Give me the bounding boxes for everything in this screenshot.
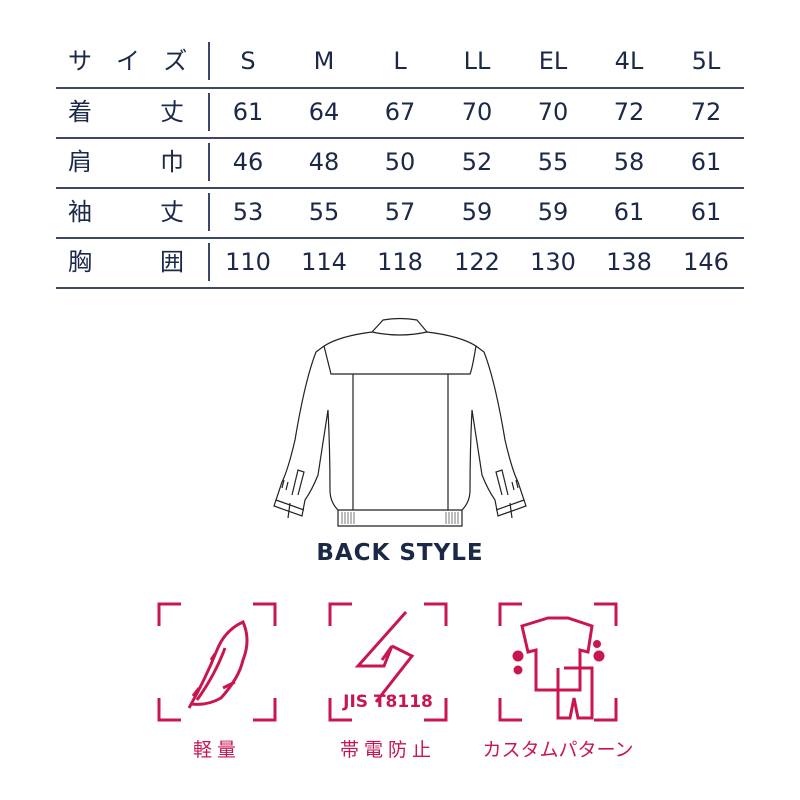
lightning-icon [354,611,415,703]
table-cell: 64 [308,98,340,126]
header-label: サイズ [68,47,212,75]
column-divider [208,42,210,80]
table-cell: 55 [537,148,569,176]
table-cell: 46 [232,148,264,176]
table-cell: 61 [690,198,722,226]
jacket-back-illustration [273,317,527,527]
feature-antistatic-badge [328,602,448,722]
table-cell: 130 [530,248,576,276]
row-label-a: 着 [68,98,92,126]
table-cell: 59 [461,198,493,226]
table-cell: 72 [690,98,722,126]
table-cell: 72 [613,98,645,126]
column-divider [208,93,210,131]
size-header: S [240,47,256,75]
size-header: EL [538,47,568,75]
column-divider [208,193,210,231]
table-cell: 61 [690,148,722,176]
table-cell: 122 [454,248,500,276]
table-cell: 59 [537,198,569,226]
table-cell: 57 [384,198,416,226]
feather-icon [187,620,249,709]
table-cell: 53 [232,198,264,226]
row-divider [56,187,744,189]
table-cell: 61 [613,198,645,226]
table-cell: 70 [537,98,569,126]
table-cell: 48 [308,148,340,176]
feature-lightweight-badge [157,602,277,722]
table-cell: 114 [301,248,347,276]
row-divider [56,137,744,139]
table-cell: 61 [232,98,264,126]
row-divider [56,87,744,89]
table-cell: 110 [225,248,271,276]
feature-custom-pattern-badge [498,602,618,722]
feature-label-custom-pattern: カスタムパターン [482,739,634,761]
row-label-a: 肩 [68,148,92,176]
row-label-b: 丈 [160,198,184,226]
table-cell: 50 [384,148,416,176]
row-label-a: 袖 [68,198,92,226]
illustration-caption: BACK STYLE [316,540,484,566]
row-label-b: 巾 [160,148,184,176]
table-cell: 52 [461,148,493,176]
feature-label-lightweight: 軽量 [192,739,241,761]
table-cell: 67 [384,98,416,126]
table-cell: 118 [377,248,423,276]
table-cell: 55 [308,198,340,226]
table-cell: 70 [461,98,493,126]
row-divider [56,287,744,289]
row-divider [56,237,744,239]
size-header: 4L [614,47,644,75]
size-header: M [313,47,335,75]
table-cell: 58 [613,148,645,176]
garment-pattern-icon [512,616,605,720]
table-cell: 138 [606,248,652,276]
table-cell: 146 [683,248,729,276]
column-divider [208,243,210,281]
feature-label-antistatic: 帯電防止 [339,739,436,761]
column-divider [208,143,210,181]
size-header: L [393,47,407,75]
size-header: 5L [691,47,721,75]
row-label-b: 囲 [160,248,184,276]
row-label-b: 丈 [160,98,184,126]
row-label-a: 胸 [68,248,92,276]
size-header: LL [463,47,491,75]
jis-badge: JIS T8118 [343,692,433,712]
